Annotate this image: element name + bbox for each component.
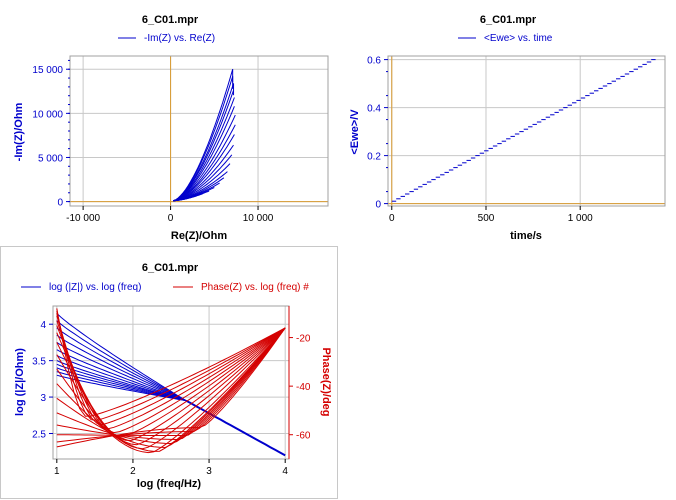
x-tick-label: 3 xyxy=(206,466,212,477)
bode-plot: 6_C01.mpr log (|Z|) vs. log (freq) Phase… xyxy=(14,262,332,490)
y-tick-label: 0.4 xyxy=(367,104,381,115)
x-tick-label: 10 000 xyxy=(243,213,274,224)
y2-tick-label: -40 xyxy=(296,382,311,393)
modulus-curve xyxy=(56,363,187,402)
x-tick-label: 4 xyxy=(282,466,288,477)
x-axis-label: time/s xyxy=(510,230,542,242)
y2-tick-label: -20 xyxy=(296,334,311,345)
y-tick-label: 0 xyxy=(57,198,63,209)
modulus-curve xyxy=(56,320,187,402)
y-tick-label: 2.5 xyxy=(32,430,46,441)
phase-curve xyxy=(56,327,286,454)
bode-plot-panel: 6_C01.mpr log (|Z|) vs. log (freq) Phase… xyxy=(0,246,338,499)
nyquist-curve xyxy=(173,197,191,202)
y-tick-label: 4 xyxy=(40,320,46,331)
x-tick-label: 500 xyxy=(478,213,495,224)
x-tick-label: 1 xyxy=(54,466,60,477)
legend-label-modulus: log (|Z|) vs. log (freq) xyxy=(49,282,141,293)
empty-panel xyxy=(338,246,676,499)
modulus-tail xyxy=(185,399,286,457)
grid xyxy=(53,306,289,459)
phase-curve xyxy=(56,327,286,449)
phase-curve xyxy=(56,327,286,441)
modulus-curve xyxy=(56,334,187,402)
y-axis-label: log (|Z|/Ohm) xyxy=(14,348,26,416)
y-tick-label: 10 000 xyxy=(32,109,63,120)
y-tick-label: 3 xyxy=(40,393,46,404)
modulus-curve xyxy=(56,371,187,402)
nyquist-curve xyxy=(173,134,235,202)
y-tick-label: 0.6 xyxy=(367,56,381,67)
nyquist-plot-panel: 6_C01.mpr -Im(Z) vs. Re(Z) -10 000 0 10 00… xyxy=(0,0,338,246)
y-tick-label: 0.2 xyxy=(367,152,381,163)
ewe-time-plot-panel: 6_C01.mpr <Ewe> vs. time 0 500 1 000 0 0.2 0.… xyxy=(338,0,676,246)
phase-curve xyxy=(56,320,286,434)
ewe-time-plot: 6_C01.mpr <Ewe> vs. time 0 500 1 000 0 0.2 0.… xyxy=(349,14,666,242)
modulus-curve xyxy=(56,327,187,402)
phase-curve xyxy=(56,327,286,436)
x-tick-label: 0 xyxy=(168,213,174,224)
series-curves xyxy=(388,56,665,206)
x-tick-label: 0 xyxy=(389,213,395,224)
plot-frame xyxy=(387,55,666,207)
grid xyxy=(388,56,665,206)
phase-curve xyxy=(56,310,286,421)
axes: 1 2 3 4 2.5 3 3.5 4 -60 -40 -20 xyxy=(32,306,311,477)
x-axis-label: Re(Z)/Ohm xyxy=(171,230,227,242)
series-curves xyxy=(70,56,328,206)
y-tick-label: 0 xyxy=(375,200,381,211)
series-curves xyxy=(56,308,286,457)
y-tick-label: 15 000 xyxy=(32,65,63,76)
modulus-curve xyxy=(56,355,187,402)
x-axis-label: log (freq/Hz) xyxy=(137,478,201,490)
phase-curve xyxy=(56,327,286,448)
nyquist-curve xyxy=(173,69,234,202)
y-tick-label: 3.5 xyxy=(32,357,46,368)
legend-label: <Ewe> vs. time xyxy=(484,33,553,44)
legend-label-phase: Phase(Z) vs. log (freq) # xyxy=(201,282,309,293)
phase-curve xyxy=(56,325,286,437)
y-axis-label: -Im(Z)/Ohm xyxy=(13,102,25,161)
y2-tick-label: -60 xyxy=(296,431,311,442)
y-axis-label: <Ewe>/V xyxy=(349,109,361,155)
x-tick-label: -10 000 xyxy=(66,213,100,224)
axes: 0 500 1 000 0 0.2 0.4 0.6 xyxy=(367,56,593,224)
phase-curve xyxy=(56,327,286,445)
nyquist-plot: 6_C01.mpr -Im(Z) vs. Re(Z) -10 000 0 10 00… xyxy=(13,14,329,242)
phase-curve xyxy=(56,327,286,443)
chart-title: 6_C01.mpr xyxy=(142,262,199,274)
y-tick-label: 5 000 xyxy=(38,153,63,164)
legend-label: -Im(Z) vs. Re(Z) xyxy=(144,33,215,44)
chart-title: 6_C01.mpr xyxy=(142,14,199,26)
phase-curve xyxy=(56,327,286,446)
x-tick-label: 2 xyxy=(130,466,136,477)
x-tick-label: 1 000 xyxy=(568,213,593,224)
chart-title: 6_C01.mpr xyxy=(480,14,537,26)
modulus-curve xyxy=(56,341,187,402)
y2-axis-label: Phase(Z)/deg xyxy=(320,347,332,416)
